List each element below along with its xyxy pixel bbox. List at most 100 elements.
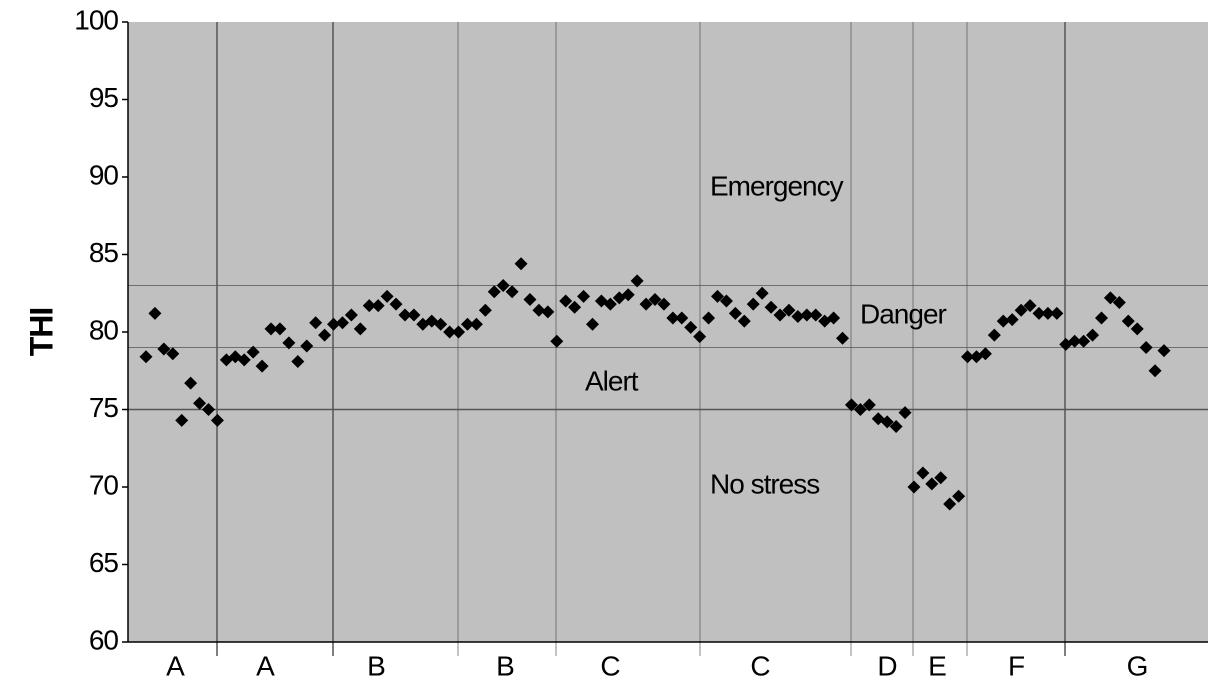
point	[1112, 296, 1126, 310]
point	[666, 311, 680, 325]
point	[1139, 341, 1153, 354]
point	[755, 286, 769, 300]
point	[496, 279, 510, 292]
point	[532, 303, 546, 317]
point	[148, 306, 162, 320]
point	[782, 303, 796, 317]
point	[1121, 314, 1135, 328]
point	[711, 289, 725, 303]
point	[469, 317, 483, 331]
annotation: Alert	[585, 365, 639, 396]
point	[237, 353, 251, 367]
point	[925, 477, 939, 491]
point	[335, 316, 349, 330]
point	[362, 299, 376, 313]
point	[255, 359, 269, 373]
point	[889, 420, 903, 434]
y-tick-label: 75	[89, 392, 119, 423]
point	[737, 314, 751, 328]
point	[514, 257, 528, 271]
point	[407, 308, 421, 322]
annotation: Danger	[860, 298, 947, 329]
x-category-label: C	[600, 650, 620, 681]
x-category-label: D	[877, 650, 896, 681]
point	[880, 415, 894, 429]
point	[1148, 364, 1162, 378]
point	[996, 314, 1010, 328]
x-category-label: B	[367, 650, 385, 681]
point	[853, 403, 867, 416]
point	[1103, 291, 1117, 305]
point	[684, 320, 698, 334]
point	[746, 297, 760, 311]
point	[621, 288, 635, 302]
point	[916, 466, 930, 480]
point	[318, 328, 332, 342]
point	[157, 342, 171, 356]
point	[639, 297, 653, 311]
point	[273, 322, 287, 336]
point	[719, 294, 733, 308]
y-tick-label: 85	[89, 237, 119, 268]
point	[862, 398, 876, 412]
point	[1086, 328, 1100, 342]
annotation: No stress	[710, 468, 819, 499]
point	[309, 316, 323, 330]
point	[1023, 299, 1037, 313]
y-tick-label: 70	[89, 469, 119, 500]
point	[300, 339, 314, 353]
point	[603, 297, 617, 311]
point	[434, 317, 448, 331]
point	[827, 311, 841, 325]
point	[952, 489, 966, 503]
point	[246, 345, 260, 359]
point	[371, 299, 385, 313]
point	[728, 306, 742, 320]
point	[139, 350, 153, 364]
point	[380, 289, 394, 303]
point	[487, 285, 501, 299]
y-tick-label: 90	[89, 159, 119, 190]
point	[648, 292, 662, 306]
y-tick-label: 60	[89, 624, 119, 655]
point	[559, 294, 573, 308]
point	[568, 300, 582, 314]
point	[166, 347, 180, 361]
point	[398, 308, 412, 322]
point	[1094, 311, 1108, 325]
point	[1130, 322, 1144, 336]
point	[1050, 306, 1064, 320]
point	[344, 308, 358, 322]
point	[327, 317, 341, 331]
point	[184, 376, 198, 390]
point	[675, 311, 689, 325]
point	[693, 330, 707, 344]
point	[773, 308, 787, 322]
y-tick-label: 80	[89, 314, 119, 345]
point	[987, 328, 1001, 342]
point	[460, 317, 474, 331]
point	[550, 334, 564, 348]
point	[175, 413, 189, 427]
point	[907, 480, 921, 494]
point	[541, 305, 555, 319]
point	[1014, 303, 1028, 317]
point	[657, 297, 671, 311]
point	[505, 285, 519, 299]
point	[934, 471, 948, 485]
point	[353, 322, 367, 336]
point	[291, 354, 305, 368]
point	[264, 322, 278, 336]
point	[577, 289, 591, 303]
point	[1077, 334, 1091, 348]
point	[282, 336, 296, 350]
point	[1041, 306, 1055, 320]
point	[452, 325, 466, 339]
point	[844, 398, 858, 412]
point	[764, 300, 778, 314]
point	[523, 292, 537, 306]
y-tick-label: 95	[89, 82, 119, 113]
x-category-label: E	[928, 650, 946, 681]
point	[800, 308, 814, 322]
